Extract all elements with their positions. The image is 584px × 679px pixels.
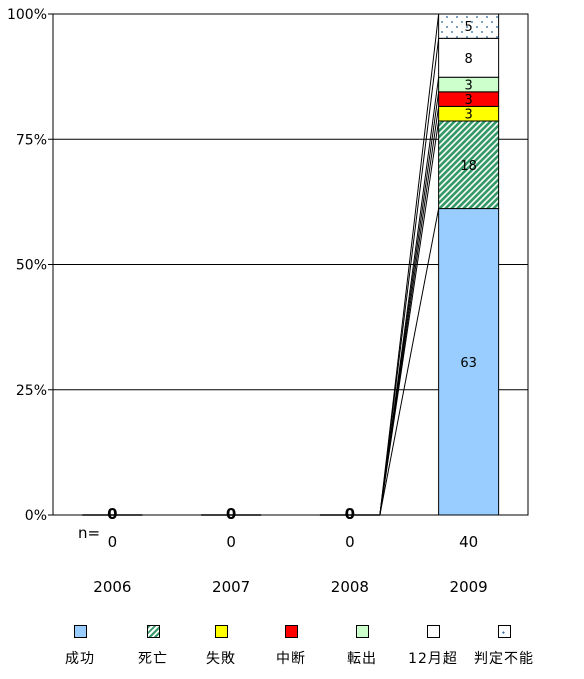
y-tick-label: 0% (25, 508, 47, 524)
legend-item-undeterminable: 判定不能 (464, 622, 544, 668)
legend-swatch-over-12-months (426, 625, 440, 638)
zero-label: 0 (226, 505, 236, 523)
segment-label: 63 (460, 356, 477, 371)
segment-label: 5 (464, 20, 472, 35)
plot-border (52, 13, 529, 516)
plot-frame (48, 13, 529, 516)
zero-label: 0 (345, 505, 355, 523)
y-tick-label: 100% (7, 7, 47, 23)
legend-label-over-12-months: 12月超 (408, 651, 458, 667)
bar-segment (438, 37, 500, 78)
legend-label-interruption: 中断 (276, 651, 306, 667)
legend-label-success: 成功 (65, 651, 95, 667)
n-value: 0 (226, 533, 236, 551)
segment-label: 3 (464, 108, 472, 123)
legend-label-transfer: 転出 (347, 651, 377, 667)
series-line (379, 13, 440, 516)
bars (82, 13, 500, 516)
legend-label-failure: 失敗 (206, 651, 236, 667)
legend-item-death: 死亡 (113, 622, 193, 668)
legend-label-undeterminable: 判定不能 (474, 651, 534, 667)
n-value: 40 (459, 533, 478, 551)
segment-label: 8 (464, 52, 472, 67)
stacked-bar-chart: 0%25%50%75%100%0200602007020086318333854… (7, 7, 529, 596)
legend: 成功 死亡 失敗 中断 転出 12月超 判定不能 (0, 622, 584, 679)
legend-item-failure: 失敗 (181, 622, 261, 668)
legend-swatch-undeterminable (497, 625, 511, 638)
n-value: 0 (345, 533, 355, 551)
y-tick-label: 75% (16, 132, 47, 148)
legend-item-transfer: 転出 (322, 622, 402, 668)
bar-segment (438, 13, 500, 39)
legend-swatch-failure (214, 625, 228, 638)
legend-swatch-interruption (284, 625, 298, 638)
legend-item-interruption: 中断 (251, 622, 331, 668)
segment-label: 3 (464, 79, 472, 94)
bar-segment (438, 208, 500, 516)
segment-label: 18 (460, 159, 477, 174)
legend-swatch-transfer (355, 625, 369, 638)
legend-label-death: 死亡 (138, 651, 168, 667)
n-label: n= (78, 524, 100, 542)
zero-label: 0 (107, 505, 117, 523)
legend-item-over-12-months: 12月超 (393, 622, 473, 668)
labels: 0%25%50%75%100%0200602007020086318333854… (7, 7, 488, 596)
y-tick-label: 50% (16, 258, 47, 274)
category-label: 2009 (450, 578, 488, 596)
segment-label: 3 (464, 93, 472, 108)
bar-segment (438, 120, 500, 210)
category-label: 2007 (212, 578, 250, 596)
n-value: 0 (108, 533, 118, 551)
legend-item-success: 成功 (40, 622, 120, 668)
series-line (379, 208, 440, 516)
legend-swatch-death (146, 625, 160, 638)
y-tick-label: 25% (16, 383, 47, 399)
series-line (379, 77, 440, 516)
category-label: 2008 (331, 578, 369, 596)
category-label: 2006 (93, 578, 131, 596)
legend-swatch-success (73, 625, 87, 638)
